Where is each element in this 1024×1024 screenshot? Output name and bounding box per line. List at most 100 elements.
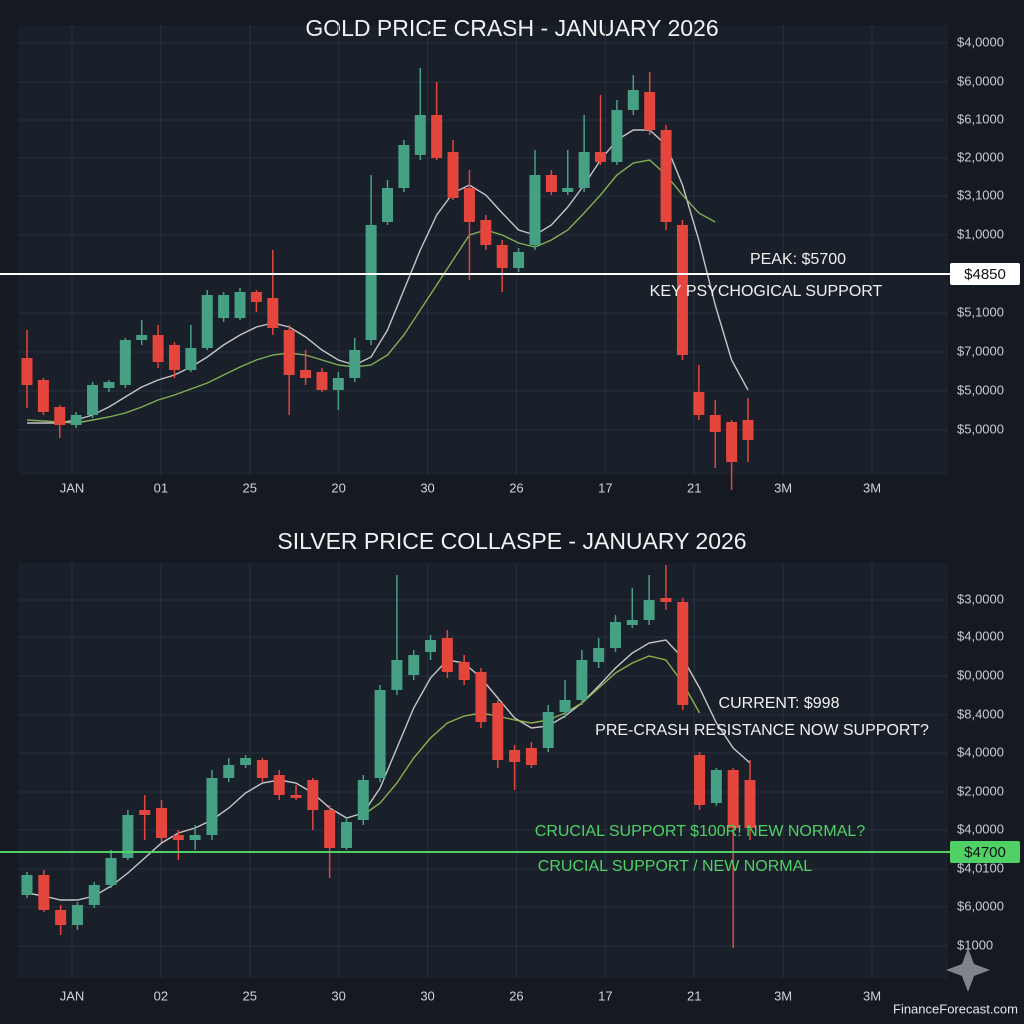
candle-body: [357, 780, 369, 820]
candle-body: [496, 245, 508, 268]
candle-body: [240, 758, 252, 765]
candle-body: [480, 220, 492, 245]
candle-body: [463, 188, 475, 222]
plot-area: [18, 563, 948, 978]
candle-body: [660, 598, 672, 602]
candle-body: [223, 765, 235, 778]
y-tick-label: $2,0000: [957, 783, 1004, 798]
candle-body: [644, 92, 656, 130]
annotation: KEY PSYCHOGICAL SUPPORT: [650, 283, 883, 300]
candle-body: [578, 152, 590, 188]
candle-body: [256, 760, 268, 778]
y-tick-label: $4,0000: [957, 744, 1004, 759]
reference-label: $4850: [964, 266, 1006, 283]
x-tick-label: 25: [243, 480, 257, 495]
candle-body: [152, 335, 164, 362]
x-tick-label: 21: [687, 480, 701, 495]
candle-body: [727, 770, 739, 828]
watermark: FinanceForecast.com: [893, 1001, 1018, 1016]
chart-title: GOLD PRICE CRASH - JANUARY 2026: [305, 15, 718, 41]
candle-body: [70, 415, 82, 425]
y-tick-label: $5,0000: [957, 421, 1004, 436]
candle-body: [87, 385, 99, 415]
candle-body: [545, 175, 557, 192]
y-tick-label: $3,1000: [957, 187, 1004, 202]
candle-body: [643, 600, 655, 620]
x-tick-label: 3M: [863, 988, 881, 1003]
candle-body: [694, 755, 706, 805]
candle-body: [185, 348, 197, 370]
candle-body: [267, 298, 279, 328]
x-tick-label: 26: [509, 988, 523, 1003]
candle-body: [189, 835, 201, 840]
candle-body: [54, 407, 66, 425]
candle-body: [316, 372, 328, 390]
candle-body: [136, 335, 148, 340]
candle-body: [595, 152, 607, 162]
y-tick-label: $3,0000: [957, 591, 1004, 606]
candle-body: [492, 703, 504, 760]
x-tick-label: 3M: [774, 988, 792, 1003]
annotation: PRE-CRASH RESISTANCE NOW SUPPORT?: [595, 722, 929, 739]
moving-average-line: [27, 129, 749, 424]
reference-label: $4700: [964, 844, 1006, 861]
candle-body: [374, 690, 386, 778]
y-tick-label: $7,0000: [957, 343, 1004, 358]
x-tick-label: 17: [598, 988, 612, 1003]
x-tick-label: 21: [687, 988, 701, 1003]
y-tick-label: $1,0000: [957, 226, 1004, 241]
x-tick-label: 25: [243, 988, 257, 1003]
y-tick-label: $4,0100: [957, 860, 1004, 875]
candle-body: [332, 378, 344, 390]
candle-body: [38, 875, 50, 910]
x-tick-label: 30: [420, 988, 434, 1003]
moving-average-line: [26, 639, 751, 901]
candle-body: [37, 380, 49, 412]
candle-body: [290, 795, 302, 798]
candle-body: [201, 295, 213, 348]
chart-title: SILVER PRICE COLLASPE - JANUARY 2026: [277, 528, 746, 554]
candle-body: [513, 252, 525, 268]
annotation: PEAK: $5700: [750, 251, 846, 268]
candle-body: [218, 295, 230, 318]
y-tick-label: $8,4000: [957, 706, 1004, 721]
candle-body: [425, 640, 437, 652]
reference-label-box: [950, 263, 1020, 285]
x-tick-label: 30: [420, 480, 434, 495]
x-tick-label: 3M: [774, 480, 792, 495]
moving-average-line: [26, 159, 716, 424]
candle-body: [611, 110, 623, 162]
sparkle-icon: [946, 948, 990, 992]
candle-body: [119, 340, 131, 385]
x-tick-label: 01: [154, 480, 168, 495]
y-tick-label: $2,0000: [957, 149, 1004, 164]
annotation: CURRENT: $998: [719, 695, 840, 712]
y-tick-label: $6,0000: [957, 73, 1004, 88]
y-tick-label: $1000: [957, 937, 993, 952]
candle-body: [88, 885, 100, 905]
x-tick-label: 17: [598, 480, 612, 495]
candle-body: [365, 225, 377, 340]
candle-body: [509, 750, 521, 762]
candle-body: [447, 152, 459, 198]
y-tick-label: $4,0000: [957, 628, 1004, 643]
candle-body: [273, 775, 285, 795]
candle-body: [414, 115, 426, 155]
candle-body: [609, 622, 621, 648]
candle-body: [593, 648, 605, 662]
candle-body: [71, 905, 83, 925]
candle-body: [103, 382, 115, 388]
candle-body: [431, 115, 443, 158]
candle-body: [626, 620, 638, 625]
candle-body: [250, 292, 262, 302]
candle-body: [391, 660, 403, 690]
candle-body: [408, 655, 420, 675]
candle-body: [105, 858, 117, 885]
plot-area: [18, 25, 948, 475]
candle-body: [525, 748, 537, 765]
candle-body: [458, 662, 470, 680]
candle-body: [529, 175, 541, 245]
y-tick-label: $0,0000: [957, 667, 1004, 682]
y-tick-label: $6,0000: [957, 898, 1004, 913]
x-tick-label: JAN: [60, 480, 85, 495]
